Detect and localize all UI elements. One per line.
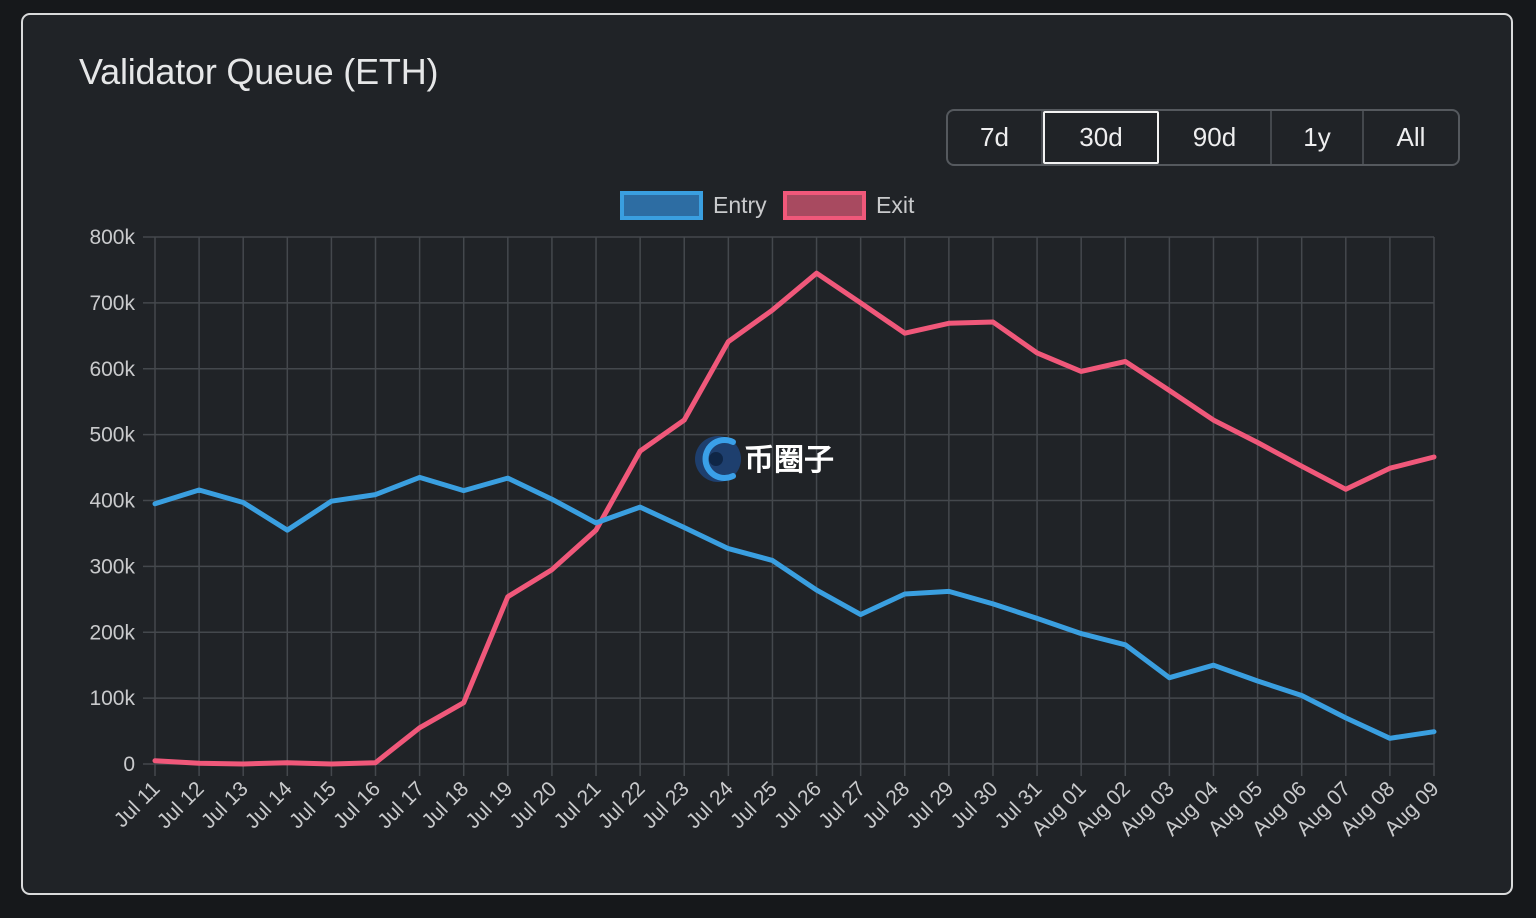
y-tick-label: 400k [89,490,135,513]
range-90d-button[interactable]: 90d [1159,111,1272,164]
y-tick-label: 0 [123,753,135,776]
x-tick-label: Jul 27 [814,777,870,833]
x-tick-label: Jul 28 [858,777,914,833]
range-all-button[interactable]: All [1396,122,1426,152]
legend-label-entry[interactable]: Entry [713,192,767,218]
range-7d-button[interactable]: 7d [948,111,1043,164]
x-tick-label: Jul 26 [770,777,826,833]
series-line-exit[interactable] [152,270,1437,767]
series-line-entry[interactable] [152,474,1437,741]
range-1y-button[interactable]: 1y [1272,111,1364,164]
x-tick-label: Jul 29 [903,777,959,833]
x-tick-label: Jul 30 [947,777,1003,833]
time-range-selector: 7d 30d 90d 1y All [946,109,1460,166]
y-tick-label: 600k [89,358,135,381]
chart-legend: Entry Exit [620,191,915,220]
y-tick-label: 100k [89,687,135,710]
legend-label-exit[interactable]: Exit [876,192,915,218]
x-tick-label: Jul 25 [726,777,782,833]
y-tick-label: 500k [89,424,135,447]
x-tick-label: Jul 18 [417,777,473,833]
x-tick-label: Jul 16 [329,777,385,833]
x-tick-label: Jul 21 [550,777,606,833]
x-tick-label: Jul 14 [241,777,297,833]
x-tick-label: Jul 22 [594,777,650,833]
y-tick-label: 700k [89,292,135,315]
x-tick-label: Jul 15 [285,777,341,833]
x-tick-label: Jul 19 [461,777,517,833]
y-tick-label: 200k [89,621,135,644]
x-tick-label: Jul 17 [373,777,429,833]
watermark: 币圈子 [695,436,834,482]
x-tick-label: Jul 24 [682,777,738,833]
legend-swatch-exit[interactable] [783,191,866,220]
x-tick-label: Jul 11 [110,777,165,832]
range-30d-button[interactable]: 30d [1043,111,1159,164]
chart-card: Validator Queue (ETH) 7d 30d 90d 1y All [21,13,1513,895]
x-tick-label: Jul 12 [153,777,209,833]
x-tick-label: Jul 20 [506,777,562,833]
y-tick-label: 300k [89,555,135,578]
chart-title: Validator Queue (ETH) [79,51,439,92]
coin-logo-icon [695,436,741,482]
chart-lines [152,270,1437,767]
watermark-text: 币圈子 [744,443,834,478]
y-axis: 0 100k 200k 300k 400k 500k 600k 700k 800k [89,226,135,776]
x-tick-label: Jul 23 [638,777,694,833]
legend-swatch-entry[interactable] [620,191,703,220]
chart-grid [143,236,1435,776]
y-tick-label: 800k [89,226,135,249]
x-tick-label: Jul 13 [197,777,253,833]
